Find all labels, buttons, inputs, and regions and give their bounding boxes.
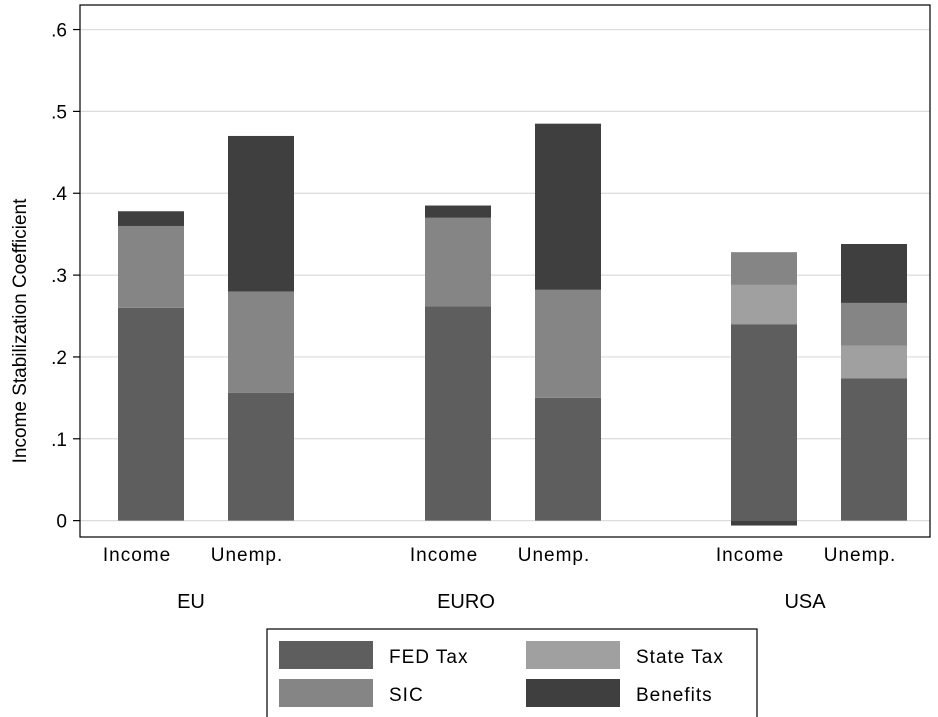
bar-segment-eu-unemp-benefits [228, 135, 294, 292]
legend-label-benefits: Benefits [636, 685, 713, 706]
y-tick-label: .4 [51, 184, 67, 205]
legend-label-fed-tax: FED Tax [389, 647, 469, 668]
bar-segment-eu-income-sic [118, 225, 184, 308]
legend-label-state-tax: State Tax [636, 647, 724, 668]
bar-segment-eu-unemp-fed-tax [228, 392, 294, 521]
bar-segment-usa-unemp-state-tax [841, 345, 907, 379]
bar-segment-euro-income-sic [425, 217, 491, 307]
bar-segment-usa-unemp-benefits [841, 243, 907, 303]
bar-segment-usa-income-sic [731, 252, 797, 285]
labels-layer: 0 .1 .2 .3 .4 .5 .6 Income Unemp. EU Income Unemp. E… [51, 21, 897, 613]
bar-label: Income [103, 545, 171, 566]
legend-swatch-sic [279, 679, 373, 707]
plot-frame [79, 4, 931, 538]
bar-segment-usa-income-state-tax [731, 284, 797, 325]
bar-segment-euro-unemp-sic [535, 289, 601, 398]
bar-segment-euro-income-benefits [425, 205, 491, 218]
bars-layer [118, 123, 907, 526]
legend-label-sic: SIC [389, 685, 424, 706]
bar-segment-eu-unemp-sic [228, 291, 294, 393]
y-axis-title: Income Stabilization Coefficient [10, 198, 31, 463]
bar-label: Unemp. [211, 545, 284, 566]
y-tick-label: 0 [56, 512, 67, 533]
bar-segment-usa-unemp-sic [841, 302, 907, 346]
legend-swatch-state-tax [526, 641, 620, 669]
axes-layer [73, 4, 931, 538]
bar-segment-euro-income-fed-tax [425, 306, 491, 521]
bar-label: Income [410, 545, 478, 566]
bar-segment-usa-unemp-fed-tax [841, 378, 907, 521]
bar-label: Unemp. [518, 545, 591, 566]
group-label: EURO [437, 591, 495, 613]
bar-segment-euro-unemp-fed-tax [535, 397, 601, 521]
group-label: EU [177, 591, 205, 613]
y-tick-label: .3 [51, 266, 67, 287]
legend-swatch-fed-tax [279, 641, 373, 669]
y-tick-label: .2 [51, 348, 67, 369]
y-tick-label: .5 [51, 102, 67, 123]
bar-segment-eu-income-fed-tax [118, 307, 184, 521]
bar-segment-usa-income-fed-tax [731, 324, 797, 521]
bar-label: Income [716, 545, 784, 566]
bar-segment-usa-income-benefits [731, 520, 797, 526]
bar-segment-euro-unemp-benefits [535, 123, 601, 290]
grid-layer [80, 28, 930, 522]
legend-swatch-benefits [526, 679, 620, 707]
group-label: USA [784, 591, 826, 613]
y-tick-label: .1 [51, 430, 67, 451]
bar-label: Unemp. [824, 545, 897, 566]
legend: FED Tax State Tax SIC Benefits [266, 628, 758, 717]
y-tick-label: .6 [51, 21, 67, 42]
bar-segment-eu-income-benefits [118, 211, 184, 226]
